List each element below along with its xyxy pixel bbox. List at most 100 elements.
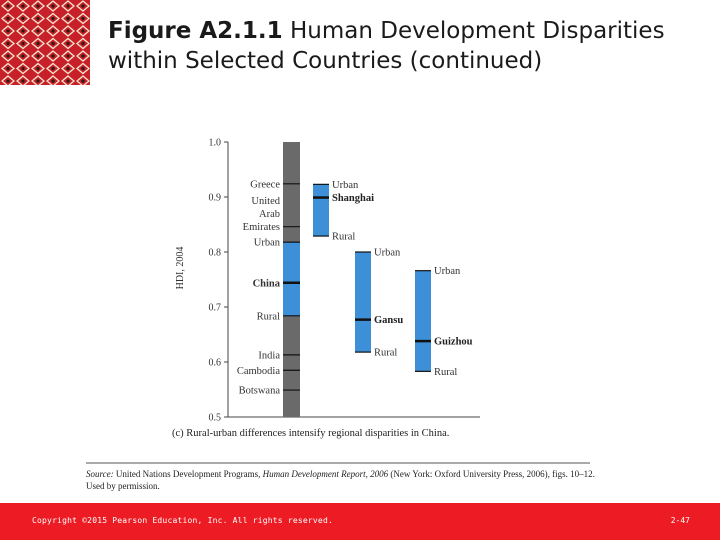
region-rural-label: Rural [434,367,457,378]
pattern-diamond [45,62,61,75]
pattern-diamond [45,25,61,37]
pattern-dot [66,4,70,8]
pattern-diamond [15,25,31,37]
reference-label: Rural [257,311,280,322]
pattern-dot [21,41,25,46]
slide-title: Figure A2.1.1 Human Development Disparit… [108,16,708,76]
pattern-diamond [0,50,16,62]
pattern-dot [66,16,70,21]
footer-bar: Copyright ©2015 Pearson Education, Inc. … [0,503,720,540]
reference-label: United [251,196,280,207]
pattern-dot [81,41,85,46]
pattern-dot [66,29,70,33]
pattern-dot [51,29,55,33]
pattern-diamond [45,50,61,62]
region-urban-label: Urban [374,248,401,259]
pattern-diamond [60,75,76,85]
reference-label: Arab [259,209,280,220]
footer-copyright: Copyright ©2015 Pearson Education, Inc. … [32,516,333,525]
pattern-diamond [15,12,31,25]
region-name-label: Guizhou [434,337,473,348]
pattern-diamond [15,50,31,62]
figure-number: Figure A2.1.1 [108,18,283,44]
y-axis-label: HDI, 2004 [175,247,186,290]
pattern-dot [21,16,25,21]
pattern-dot [81,16,85,21]
pattern-dot [66,66,70,71]
reference-label: Greece [250,179,280,190]
pattern-diamond [0,12,16,25]
region-bar-gansu [355,252,371,353]
pattern-diamond [0,75,16,85]
pattern-dot [36,66,40,71]
pattern-dot [51,4,55,8]
pattern-dot [21,4,25,8]
pattern-diamond [60,62,76,75]
pattern-dot [51,66,55,71]
page-number: 2-47 [670,516,690,525]
pattern-diamond [45,0,61,12]
pattern-diamond [60,0,76,12]
pattern-diamond [0,37,16,50]
region-urban-label: Urban [332,180,359,191]
pattern-diamond [15,75,31,85]
pattern-dot [36,79,40,83]
hdi-range-chart: 0.5 0.6 0.7 0.8 0.9 1.0 HDI, 2004 Greece United A… [86,138,590,464]
pattern-dot [66,54,70,58]
pattern-dot [36,54,40,58]
pattern-diamond [30,0,46,12]
region-name-label: Gansu [374,315,403,326]
chart-caption: (c) Rural-urban differences intensify re… [172,428,449,439]
y-tick-label: 0.6 [209,358,222,369]
pattern-diamond [30,50,46,62]
pattern-dot [51,79,55,83]
pattern-diamond [75,0,90,12]
region-bar-guizhou [415,270,431,372]
region-rural-label: Rural [374,348,397,359]
pattern-dot [81,4,85,8]
reference-label: Urban [254,238,281,249]
pattern-diamond [30,25,46,37]
pattern-dot [6,79,10,83]
china-range-bar [283,242,300,316]
pattern-dot [6,54,10,58]
pattern-dot [21,79,25,83]
pattern-diamond [0,62,16,75]
source-title: Human Development Report, 2006 [262,469,389,479]
source-note: Source: United Nations Development Progr… [86,468,596,492]
pattern-diamond [30,12,46,25]
pattern-diamond [60,37,76,50]
source-text-2: (New York: Oxford University Press, 2006… [86,469,595,491]
pattern-diamond [75,12,90,25]
y-tick-label: 1.0 [209,138,222,149]
region-urban-label: Urban [434,266,461,277]
pattern-diamond [60,50,76,62]
pattern-diamond [0,0,16,12]
pattern-dot [6,29,10,33]
reference-label: Emirates [243,222,280,233]
pattern-diamond [30,62,46,75]
region-rural-label: Rural [332,232,355,243]
y-tick-label: 0.9 [209,193,222,204]
pattern-diamond [45,12,61,25]
pattern-diamond [75,50,90,62]
pattern-diamond [30,37,46,50]
pattern-diamond [60,12,76,25]
pattern-dot [6,4,10,8]
pattern-diamond [75,75,90,85]
reference-label: Botswana [239,386,281,397]
pattern-diamond [45,37,61,50]
y-tick-label: 0.8 [209,248,222,259]
pattern-dot [81,79,85,83]
pattern-dot [81,66,85,71]
y-tick-label: 0.5 [209,413,222,424]
figure-title: Human Development Disparities within Sel… [108,18,665,74]
pattern-dot [6,66,10,71]
decorative-pattern-corner [0,0,90,85]
pattern-dot [36,16,40,21]
pattern-diamond [0,25,16,37]
pattern-dot [21,29,25,33]
pattern-dot [36,29,40,33]
source-text-1: United Nations Development Programs, [113,469,263,479]
pattern-dot [36,41,40,46]
